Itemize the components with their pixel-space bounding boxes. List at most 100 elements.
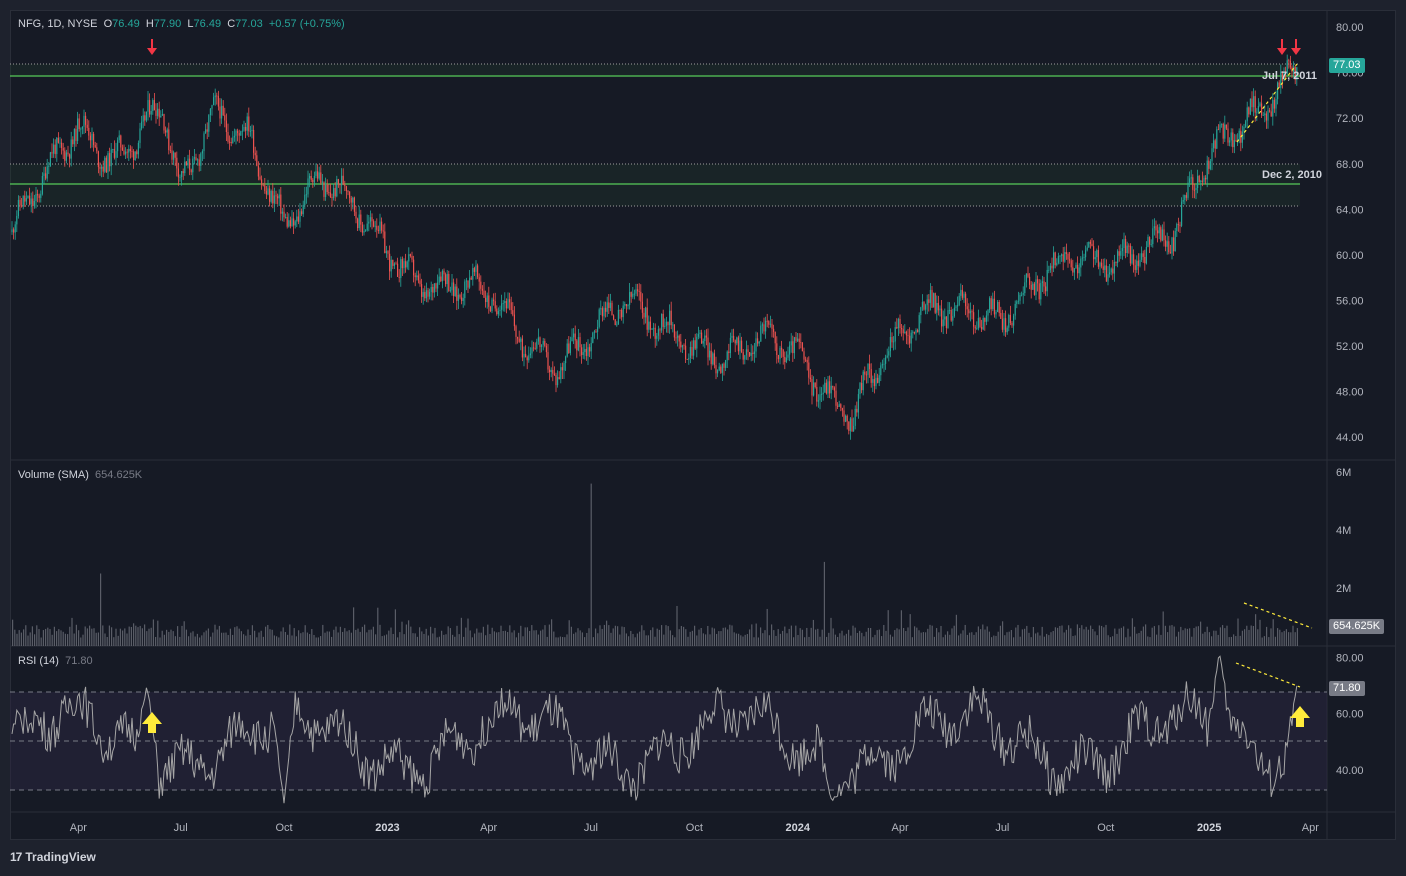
candle bbox=[899, 314, 901, 334]
candle-body bbox=[253, 129, 255, 153]
candle-body bbox=[456, 286, 458, 301]
volume-bar bbox=[106, 637, 108, 646]
tradingview-brand[interactable]: 17 TradingView bbox=[10, 850, 96, 864]
candle bbox=[1030, 281, 1032, 299]
candle bbox=[408, 247, 410, 271]
candle-body bbox=[445, 274, 447, 285]
candle bbox=[344, 180, 346, 192]
candle-body bbox=[963, 293, 965, 298]
candle-body bbox=[750, 352, 752, 356]
volume-bar bbox=[788, 628, 790, 646]
ohlc-legend[interactable]: NFG, 1D, NYSE O76.49 H77.90 L76.49 C77.0… bbox=[18, 18, 345, 30]
volume-bar bbox=[174, 636, 176, 646]
candle bbox=[453, 278, 455, 304]
volume-bar bbox=[161, 630, 163, 646]
candle bbox=[974, 325, 976, 334]
candle-body bbox=[931, 289, 933, 308]
candle-body bbox=[49, 152, 51, 167]
candle bbox=[517, 336, 519, 344]
candle bbox=[1131, 246, 1133, 265]
volume-bar bbox=[839, 633, 841, 646]
candle-body bbox=[1150, 244, 1152, 245]
candle bbox=[401, 256, 403, 277]
candle bbox=[901, 324, 903, 337]
volume-bar bbox=[366, 632, 368, 646]
candle bbox=[397, 257, 399, 278]
candlestick-series[interactable] bbox=[11, 54, 1298, 440]
candle bbox=[904, 324, 906, 334]
candle bbox=[464, 279, 466, 306]
candle bbox=[1288, 58, 1290, 69]
candle bbox=[1219, 121, 1221, 133]
rsi-legend[interactable]: RSI (14) 71.80 bbox=[18, 655, 93, 667]
volume-bar bbox=[45, 628, 47, 646]
candle bbox=[709, 342, 711, 361]
candle-body bbox=[755, 338, 757, 352]
candle bbox=[1283, 67, 1285, 82]
symbol-label[interactable]: NFG, 1D, NYSE bbox=[18, 18, 98, 30]
candle-body bbox=[779, 347, 781, 360]
candle bbox=[101, 164, 103, 178]
candle-body bbox=[720, 366, 722, 373]
candle bbox=[877, 373, 879, 384]
candle bbox=[593, 329, 595, 339]
candle-body bbox=[1192, 177, 1194, 190]
volume-trendline[interactable] bbox=[1243, 602, 1313, 629]
volume-bar bbox=[1171, 625, 1173, 646]
candle bbox=[403, 258, 405, 274]
candle-body bbox=[552, 369, 554, 374]
candle-body bbox=[1163, 229, 1165, 241]
volume-bar bbox=[667, 626, 669, 646]
candle bbox=[897, 317, 899, 337]
candle bbox=[374, 220, 376, 233]
candle-body bbox=[744, 355, 746, 360]
price-axis[interactable]: 80.0076.0072.0068.0064.0060.0056.0052.00… bbox=[1336, 22, 1364, 444]
candle bbox=[694, 333, 696, 350]
volume-bar bbox=[845, 633, 847, 646]
rsi-line[interactable] bbox=[11, 655, 1298, 804]
time-axis[interactable]: Apr Jul Oct 2023 Apr Jul Oct 2024 Apr Jul Oct 2025 A… bbox=[70, 822, 1319, 834]
volume-bar bbox=[214, 624, 216, 646]
candle bbox=[721, 363, 723, 382]
candle-body bbox=[224, 115, 226, 121]
candle-body bbox=[681, 345, 683, 348]
candle-body bbox=[541, 344, 543, 348]
volume-bar bbox=[1167, 632, 1169, 646]
volume-series[interactable] bbox=[12, 483, 1298, 646]
candle-body bbox=[1009, 314, 1011, 323]
candle-body bbox=[785, 357, 787, 363]
candle-body bbox=[480, 281, 482, 289]
candle-body bbox=[819, 394, 821, 401]
candle-body bbox=[910, 332, 912, 344]
candle-body bbox=[1197, 175, 1199, 189]
candle-body bbox=[993, 298, 995, 315]
candle-body bbox=[915, 329, 917, 334]
volume-bar bbox=[850, 635, 852, 646]
candle bbox=[17, 195, 19, 219]
candle bbox=[133, 149, 135, 169]
candle-body bbox=[257, 165, 259, 177]
candle bbox=[701, 329, 703, 344]
price-trendline[interactable] bbox=[1236, 63, 1298, 143]
candle-body bbox=[617, 309, 619, 325]
candle-body bbox=[326, 184, 328, 193]
candle bbox=[781, 340, 783, 358]
volume-legend[interactable]: Volume (SMA) 654.625K bbox=[18, 469, 142, 481]
rsi-trendline[interactable] bbox=[1235, 662, 1301, 688]
candle-body bbox=[1038, 283, 1040, 300]
candle bbox=[1107, 266, 1109, 286]
volume-bar bbox=[551, 619, 553, 646]
brand-name: TradingView bbox=[25, 850, 96, 864]
volume-bar bbox=[12, 619, 14, 646]
candle-body bbox=[1073, 268, 1075, 273]
candle bbox=[1037, 275, 1039, 292]
candle bbox=[1285, 66, 1287, 80]
volume-bar bbox=[482, 626, 484, 646]
candle bbox=[277, 193, 279, 205]
candle bbox=[409, 253, 411, 258]
candle bbox=[333, 183, 335, 201]
candle bbox=[661, 313, 663, 333]
